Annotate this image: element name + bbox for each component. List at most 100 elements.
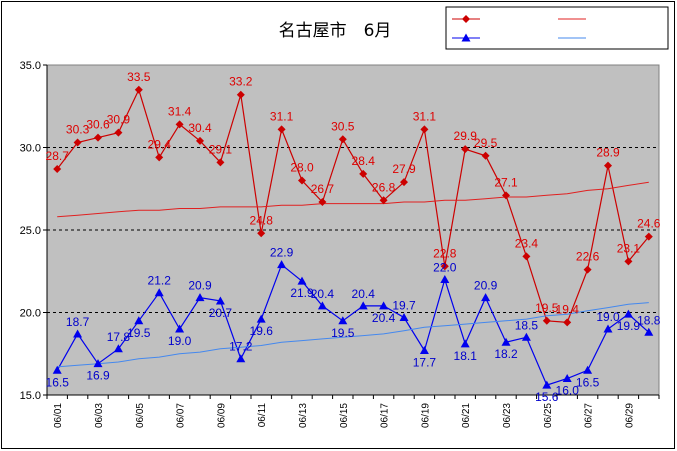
- series-line-max-normal: [57, 181, 649, 218]
- y-tick-label: 30.0: [20, 143, 41, 155]
- max-data-label: 29.9: [454, 129, 478, 143]
- x-tick-label: 06/19: [420, 403, 431, 428]
- y-tick-label: 25.0: [20, 225, 41, 237]
- min-data-label: 19.9: [617, 319, 641, 333]
- x-tick-label: 06/09: [216, 403, 227, 428]
- min-data-label: 21.2: [148, 274, 172, 288]
- min-point: [134, 316, 144, 325]
- max-data-label: 30.3: [66, 123, 90, 137]
- min-data-label: 19.7: [392, 298, 416, 312]
- min-point: [521, 332, 531, 341]
- min-point: [338, 316, 348, 325]
- max-point: [134, 85, 143, 94]
- min-data-label: 22.0: [433, 261, 457, 275]
- max-data-label: 29.1: [209, 142, 233, 156]
- min-data-label: 16.5: [46, 375, 70, 389]
- max-data-label: 24.6: [637, 217, 661, 231]
- min-data-label: 18.1: [454, 349, 478, 363]
- max-point: [624, 257, 633, 266]
- min-data-label: 21.9: [290, 286, 314, 300]
- legend-marker-triangle: [461, 33, 471, 42]
- min-data-label: 19.5: [331, 326, 355, 340]
- min-point: [52, 365, 62, 374]
- max-point: [644, 232, 653, 241]
- max-point: [420, 125, 429, 134]
- min-point: [154, 288, 164, 297]
- max-data-label: 30.6: [86, 118, 110, 132]
- max-data-label: 29.4: [148, 137, 172, 151]
- max-point: [604, 161, 612, 170]
- max-point: [73, 138, 82, 147]
- min-point: [501, 337, 511, 346]
- min-point: [379, 301, 389, 310]
- max-point: [257, 229, 266, 238]
- min-point: [399, 312, 409, 321]
- min-data-label: 17.7: [413, 355, 437, 369]
- min-point: [317, 301, 327, 310]
- max-data-label: 31.1: [413, 109, 437, 123]
- x-tick-label: 06/27: [584, 403, 595, 428]
- min-data-label: 22.9: [270, 246, 294, 260]
- max-data-label: 29.5: [474, 136, 498, 150]
- max-point: [216, 158, 225, 167]
- max-point: [277, 125, 286, 134]
- series-line-min: [56, 263, 650, 386]
- min-data-label: 18.2: [494, 347, 518, 361]
- min-point: [358, 301, 368, 310]
- min-point: [542, 380, 552, 389]
- min-point: [297, 276, 307, 285]
- min-data-label: 18.5: [515, 318, 539, 332]
- min-data-label: 19.0: [168, 334, 192, 348]
- max-data-label: 23.4: [515, 236, 539, 250]
- series-line-min-normal: [57, 302, 649, 368]
- max-data-label: 28.9: [596, 146, 620, 160]
- x-tick-label: 06/15: [339, 403, 350, 428]
- max-data-label: 23.1: [617, 241, 641, 255]
- min-data-label: 19.6: [250, 324, 274, 338]
- y-tick-label: 35.0: [20, 60, 41, 72]
- min-point: [215, 296, 225, 305]
- max-data-label: 31.1: [270, 109, 294, 123]
- min-point: [583, 365, 593, 374]
- x-tick-label: 06/01: [53, 403, 64, 428]
- max-point: [481, 151, 490, 160]
- min-data-label: 19.0: [596, 310, 620, 324]
- min-data-label: 19.5: [127, 326, 151, 340]
- legend: [445, 6, 669, 50]
- max-data-label: 19.4: [556, 302, 580, 316]
- max-point: [583, 265, 592, 274]
- max-data-label: 28.0: [290, 161, 314, 175]
- min-data-label: 16.5: [576, 375, 600, 389]
- plot-area: 15.0 20.0 25.0 30.0 35.0 06/01 06/03 06/05 06/07…: [20, 12, 661, 428]
- min-point: [644, 327, 654, 336]
- legend-box: [445, 6, 669, 50]
- y-tick-label: 20.0: [20, 308, 41, 320]
- min-data-label: 18.8: [637, 313, 661, 327]
- min-point: [236, 354, 246, 363]
- max-point: [298, 176, 306, 185]
- min-point: [562, 374, 572, 382]
- min-point: [481, 293, 491, 302]
- max-data-label: 31.4: [168, 104, 192, 118]
- min-point: [256, 314, 266, 323]
- max-data-label: 22.6: [576, 250, 600, 264]
- x-tick-label: 06/11: [257, 403, 268, 428]
- max-point: [114, 128, 123, 137]
- min-data-label: 20.9: [474, 279, 498, 293]
- x-tick-label: 06/05: [135, 403, 146, 428]
- x-tick-label: 06/03: [94, 403, 105, 428]
- legend-marker-diamond: [462, 15, 470, 23]
- max-data-label: 33.2: [229, 75, 253, 89]
- max-point: [53, 164, 62, 173]
- max-point: [400, 178, 408, 187]
- max-point: [175, 120, 184, 129]
- min-data-label: 20.4: [311, 287, 335, 301]
- max-point: [196, 136, 204, 145]
- max-data-label: 26.8: [372, 180, 396, 194]
- max-point: [359, 169, 368, 178]
- min-point: [175, 324, 185, 333]
- min-data-label: 20.7: [209, 306, 233, 320]
- max-data-label: 24.8: [250, 213, 274, 227]
- max-data-label: 28.7: [46, 149, 70, 163]
